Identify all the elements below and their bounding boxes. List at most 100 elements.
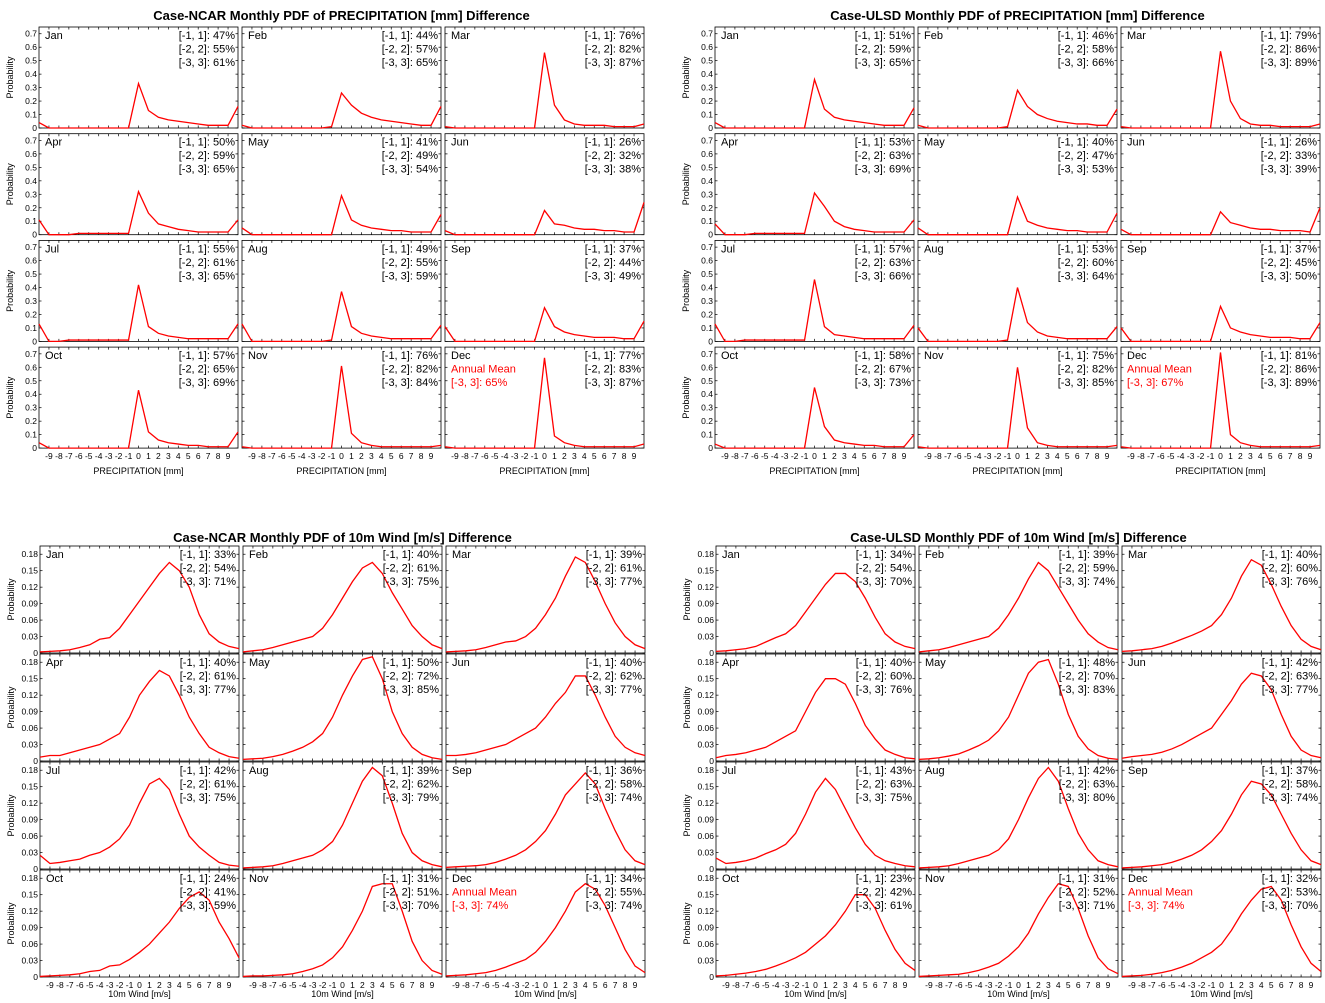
interval-value: 74% [1093,576,1115,588]
x-tick-label: 0 [543,980,548,990]
x-tick-label: 5 [390,980,395,990]
figure-3: Case-NCAR Monthly PDF of 10m Wind [m/s] … [6,530,646,999]
interval-label: [-1, 1]: [585,137,619,149]
month-label: Oct [46,873,63,885]
interval-stat: [-1, 1]: 40% [180,657,236,669]
series-line [445,882,646,977]
x-tick-label: 3 [369,451,374,461]
interval-value: 50% [213,137,235,149]
x-tick-label: 8 [893,980,898,990]
x-tick-label: 5 [862,451,867,461]
x-tick-label: -6 [279,980,287,990]
interval-value: 69% [213,377,235,389]
month-label: Sep [452,765,472,777]
x-tick-label: -7 [1147,451,1155,461]
panel-frame [1121,869,1322,978]
interval-stat: [-3, 3]: 69% [855,164,911,176]
y-tick-label: 0.2 [25,309,37,319]
interval-stat: [-2, 2]: 51% [383,887,439,899]
interval-value: 39% [417,765,439,777]
interval-stat: [-1, 1]: 40% [856,657,912,669]
panel-mar: Mar [-1, 1]: 40%[-2, 2]: 60%[-3, 3]: 76% [1121,545,1322,654]
interval-label: [-1, 1]: [856,657,890,669]
x-tick-label: -4 [1178,980,1186,990]
x-tick-label: 4 [176,451,181,461]
interval-value: 46% [1092,30,1114,42]
y-tick-label: 0.18 [697,765,714,775]
annual-mean-label: Annual Mean [1128,887,1193,899]
x-tick-label: 6 [196,451,201,461]
y-tick-label: 0 [33,864,38,874]
panel-sep: Sep [-1, 1]: 37%[-2, 2]: 44%[-3, 3]: 49% [444,239,645,343]
series-line [242,561,443,653]
interval-value: 34% [620,873,642,885]
x-tick-label: -9 [925,980,933,990]
panel-aug: Aug [-1, 1]: 42%[-2, 2]: 63%[-3, 3]: 80% [918,761,1119,870]
interval-stat: [-3, 3]: 69% [179,377,235,389]
interval-value: 79% [417,792,439,804]
interval-label: [-3, 3]: [586,792,620,804]
y-tick-label: 0.3 [25,296,37,306]
month-label: Dec [1127,350,1147,362]
interval-value: 61% [214,779,236,791]
interval-label: [-3, 3]: [179,57,213,69]
y-tick-label: 0.4 [25,389,37,399]
x-tick-label: 1 [552,451,557,461]
interval-value: 58% [1296,779,1318,791]
interval-label: [-2, 2]: [855,150,889,162]
interval-label: [-1, 1]: [855,30,889,42]
x-tick-label: -5 [964,451,972,461]
y-tick-label: 0.5 [25,269,37,279]
interval-value: 62% [417,779,439,791]
y-axis-label: Probability [682,794,692,837]
interval-stat: [-2, 2]: 83% [585,364,641,376]
interval-value: 26% [1295,137,1317,149]
x-tick-label: 5 [593,980,598,990]
interval-label: [-1, 1]: [383,873,417,885]
interval-value: 39% [1295,164,1317,176]
annual-interval-value: 65% [485,377,507,389]
panel-mar: Mar [-1, 1]: 39%[-2, 2]: 61%[-3, 3]: 77% [445,545,646,654]
y-tick-label: 0.09 [697,923,714,933]
panel-frame [241,239,442,342]
interval-label: [-2, 2]: [1059,563,1093,575]
interval-label: [-3, 3]: [1059,576,1093,588]
panel-jul: 0 0.03 0.06 0.09 0.12 0.15 0.18 Probability Jul [… [682,761,916,874]
interval-value: 74% [1296,792,1318,804]
interval-label: [-2, 2]: [856,887,890,899]
panel-jun: Jun [-1, 1]: 26%[-2, 2]: 33%[-3, 3]: 39% [1120,133,1321,236]
x-axis-label: PRECIPITATION [mm] [93,466,183,476]
month-label: Jan [46,549,64,561]
panel-frame [241,346,442,449]
series-line [714,279,915,343]
interval-value: 32% [619,150,641,162]
x-tick-label: 5 [389,451,394,461]
y-tick-label: 0.06 [21,723,38,733]
interval-value: 47% [1092,150,1114,162]
panel-frame [242,869,443,978]
x-tick-label: 5 [1268,451,1273,461]
interval-value: 37% [1295,243,1317,255]
interval-stat: [-1, 1]: 81% [1261,350,1317,362]
panel-frame [444,346,645,449]
x-tick-label: 9 [902,451,907,461]
y-tick-label: 0.2 [701,416,713,426]
interval-label: [-1, 1]: [382,30,416,42]
series-line [1121,780,1322,869]
interval-label: [-1, 1]: [1261,30,1295,42]
x-tick-label: 3 [843,980,848,990]
interval-stat: [-1, 1]: 49% [382,243,438,255]
interval-value: 75% [214,792,236,804]
month-label: Feb [925,549,944,561]
x-tick-label: -9 [722,980,730,990]
x-tick-label: 4 [582,451,587,461]
y-tick-label: 0.12 [697,582,714,592]
interval-label: [-2, 2]: [586,671,620,683]
x-tick-label: 0 [340,980,345,990]
x-tick-label: 6 [602,451,607,461]
interval-label: [-2, 2]: [855,364,889,376]
panel-frame [1120,26,1321,129]
interval-stat: [-2, 2]: 61% [180,779,236,791]
x-tick-label: 5 [1269,980,1274,990]
x-tick-label: 4 [380,980,385,990]
